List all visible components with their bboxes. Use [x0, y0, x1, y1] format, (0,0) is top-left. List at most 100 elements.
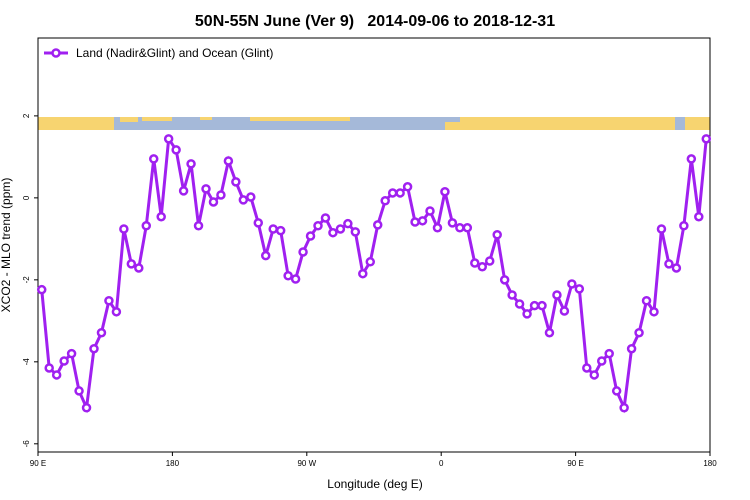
data-point [268, 224, 278, 234]
data-point [372, 220, 383, 230]
data-point [246, 192, 256, 202]
data-point [477, 261, 488, 272]
x-tick-label: 0 [439, 459, 444, 468]
data-point [193, 220, 204, 231]
data-point [544, 327, 555, 338]
x-tick-label: 90 E [567, 459, 583, 468]
data-point [417, 216, 428, 226]
data-point [634, 327, 644, 338]
data-point [686, 154, 697, 164]
y-tick-label: -6 [22, 440, 31, 448]
x-tick-label: 180 [703, 459, 717, 468]
data-point [574, 284, 585, 294]
data-point [178, 186, 189, 196]
data-point [223, 156, 234, 166]
data-point [641, 295, 652, 306]
data-point [447, 218, 458, 228]
data-point [350, 227, 361, 237]
data-point [328, 227, 338, 238]
x-tick-label: 90 W [297, 459, 316, 468]
data-point [141, 220, 152, 231]
data-point [320, 213, 331, 223]
data-point [589, 370, 600, 380]
data-point [81, 402, 92, 413]
x-tick-label: 180 [166, 459, 180, 468]
data-point [66, 348, 77, 359]
chart-title: 50N-55N June (Ver 9) 2014-09-06 to 2018-… [195, 13, 555, 30]
data-point [522, 309, 532, 319]
data-point [380, 195, 390, 206]
y-tick-label: 0 [22, 195, 31, 200]
data-point [604, 348, 614, 359]
data-point [290, 274, 301, 284]
data-point [96, 327, 107, 338]
data-point [358, 268, 368, 279]
data-point [537, 300, 547, 311]
y-tick-label: -4 [22, 358, 31, 366]
data-point [425, 206, 435, 216]
data-point [387, 188, 398, 198]
data-point [455, 223, 465, 233]
data-point [529, 300, 540, 311]
legend-marker [51, 48, 61, 58]
data-point [514, 299, 525, 309]
data-point [148, 154, 159, 164]
data-point [313, 220, 323, 231]
data-point [74, 386, 84, 396]
data-point [626, 343, 637, 354]
data-point [335, 224, 346, 234]
data-point [462, 223, 473, 233]
data-point [619, 402, 629, 413]
data-point [298, 247, 308, 257]
data-point [664, 259, 674, 269]
data-point [492, 230, 502, 240]
data-point [499, 275, 510, 285]
data-point [156, 211, 166, 222]
data-point [596, 356, 607, 366]
x-tick-label: 90 E [30, 459, 46, 468]
data-point [283, 270, 293, 281]
data-point [507, 290, 517, 300]
data-point [552, 290, 562, 300]
data-point [119, 224, 129, 234]
data-point [104, 295, 114, 306]
data-point [126, 259, 137, 269]
data-point [559, 306, 570, 316]
data-point [238, 195, 249, 205]
data-point [134, 263, 144, 273]
data-line [40, 134, 708, 414]
map-strip [38, 117, 710, 130]
data-point [582, 363, 592, 373]
y-tick-label: 2 [22, 113, 31, 118]
data-point [432, 223, 443, 233]
data-point [567, 279, 577, 289]
data-point [89, 343, 99, 354]
data-point [671, 263, 682, 273]
data-point [365, 257, 376, 267]
data-point [59, 356, 69, 366]
data-point [36, 284, 47, 295]
data-point [611, 386, 622, 396]
data-point [679, 220, 689, 231]
data-point [260, 250, 271, 261]
data-point [171, 145, 181, 155]
data-point [402, 182, 413, 192]
data-point [484, 256, 495, 266]
y-tick-label: -2 [22, 276, 31, 284]
data-point [656, 224, 667, 234]
data-point [701, 134, 712, 144]
data-point [305, 231, 316, 241]
data-point [694, 211, 704, 222]
data-point [253, 218, 264, 228]
data-point [44, 363, 54, 373]
x-axis-label: Longitude (deg E) [327, 477, 422, 491]
data-point [275, 225, 286, 236]
data-point [470, 258, 480, 268]
y-axis-label: XCO2 - MLO trend (ppm) [0, 178, 13, 313]
data-point [231, 177, 241, 187]
data-point [410, 217, 420, 227]
data-point [201, 184, 211, 194]
data-point [51, 370, 62, 380]
plot-frame [37, 37, 711, 453]
